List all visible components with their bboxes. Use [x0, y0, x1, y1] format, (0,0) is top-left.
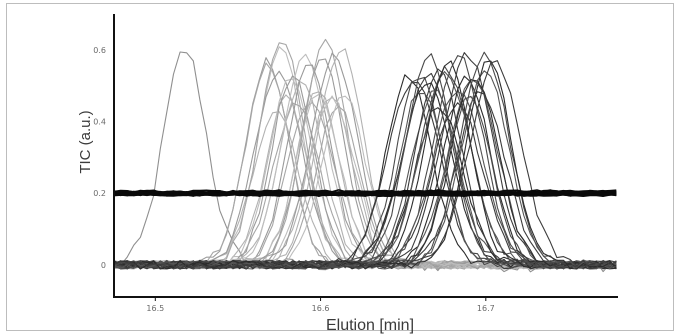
dark-peak-trace — [114, 75, 617, 270]
light-peak-trace — [114, 96, 617, 270]
dark-peak-trace — [114, 71, 617, 269]
dark-peak-trace — [114, 68, 617, 270]
light-peak-trace — [114, 105, 617, 270]
dark-peak-trace — [114, 74, 617, 270]
x-ticks: 16.5 16.6 16.7 — [146, 297, 495, 313]
dark-peak-trace — [114, 72, 617, 270]
light-peak-trace — [114, 64, 617, 270]
dark-peak-trace — [114, 102, 617, 270]
x-tick-label: 16.7 — [477, 304, 495, 313]
x-tick-label: 16.6 — [312, 304, 330, 313]
y-tick-label: 0 — [101, 261, 106, 270]
dark-peak-trace — [114, 91, 617, 270]
traces-layer — [114, 38, 617, 273]
dark-peak-trace — [114, 60, 617, 270]
dark-peak-trace — [114, 79, 617, 270]
x-tick-label: 16.5 — [146, 304, 164, 313]
y-tick-label: 0.2 — [93, 189, 106, 198]
light-peak-trace — [114, 62, 617, 270]
dark-peak-trace — [114, 107, 617, 270]
dark-peak-trace — [114, 95, 617, 270]
dark-peak-trace — [114, 78, 617, 270]
y-ticks: 0 0.2 0.4 0.6 — [93, 46, 106, 270]
figure-border — [6, 3, 674, 331]
band-trace — [114, 192, 617, 197]
light-peak-trace — [114, 102, 617, 270]
band-trace — [114, 189, 617, 194]
y-tick-label: 0.4 — [93, 117, 106, 126]
dark-peak-trace — [114, 65, 617, 270]
light-peak-trace — [114, 95, 617, 270]
dark-peak-trace — [114, 70, 617, 270]
y-axis-title: TIC (a.u.) — [77, 110, 94, 173]
light-peak-trace — [114, 70, 617, 270]
light-peak-trace — [114, 102, 617, 270]
dark-peak-trace — [114, 92, 617, 270]
light-peak-trace — [114, 75, 617, 270]
light-peak-trace — [114, 78, 617, 270]
light-peak-trace — [114, 95, 617, 270]
y-tick-label: 0.6 — [93, 46, 106, 55]
dark-peak-trace — [114, 76, 617, 269]
light-peak-trace — [114, 93, 617, 270]
dark-peak-trace — [114, 51, 617, 270]
light-peak-trace — [114, 94, 617, 270]
x-axis-title: Elution [min] — [326, 317, 414, 334]
